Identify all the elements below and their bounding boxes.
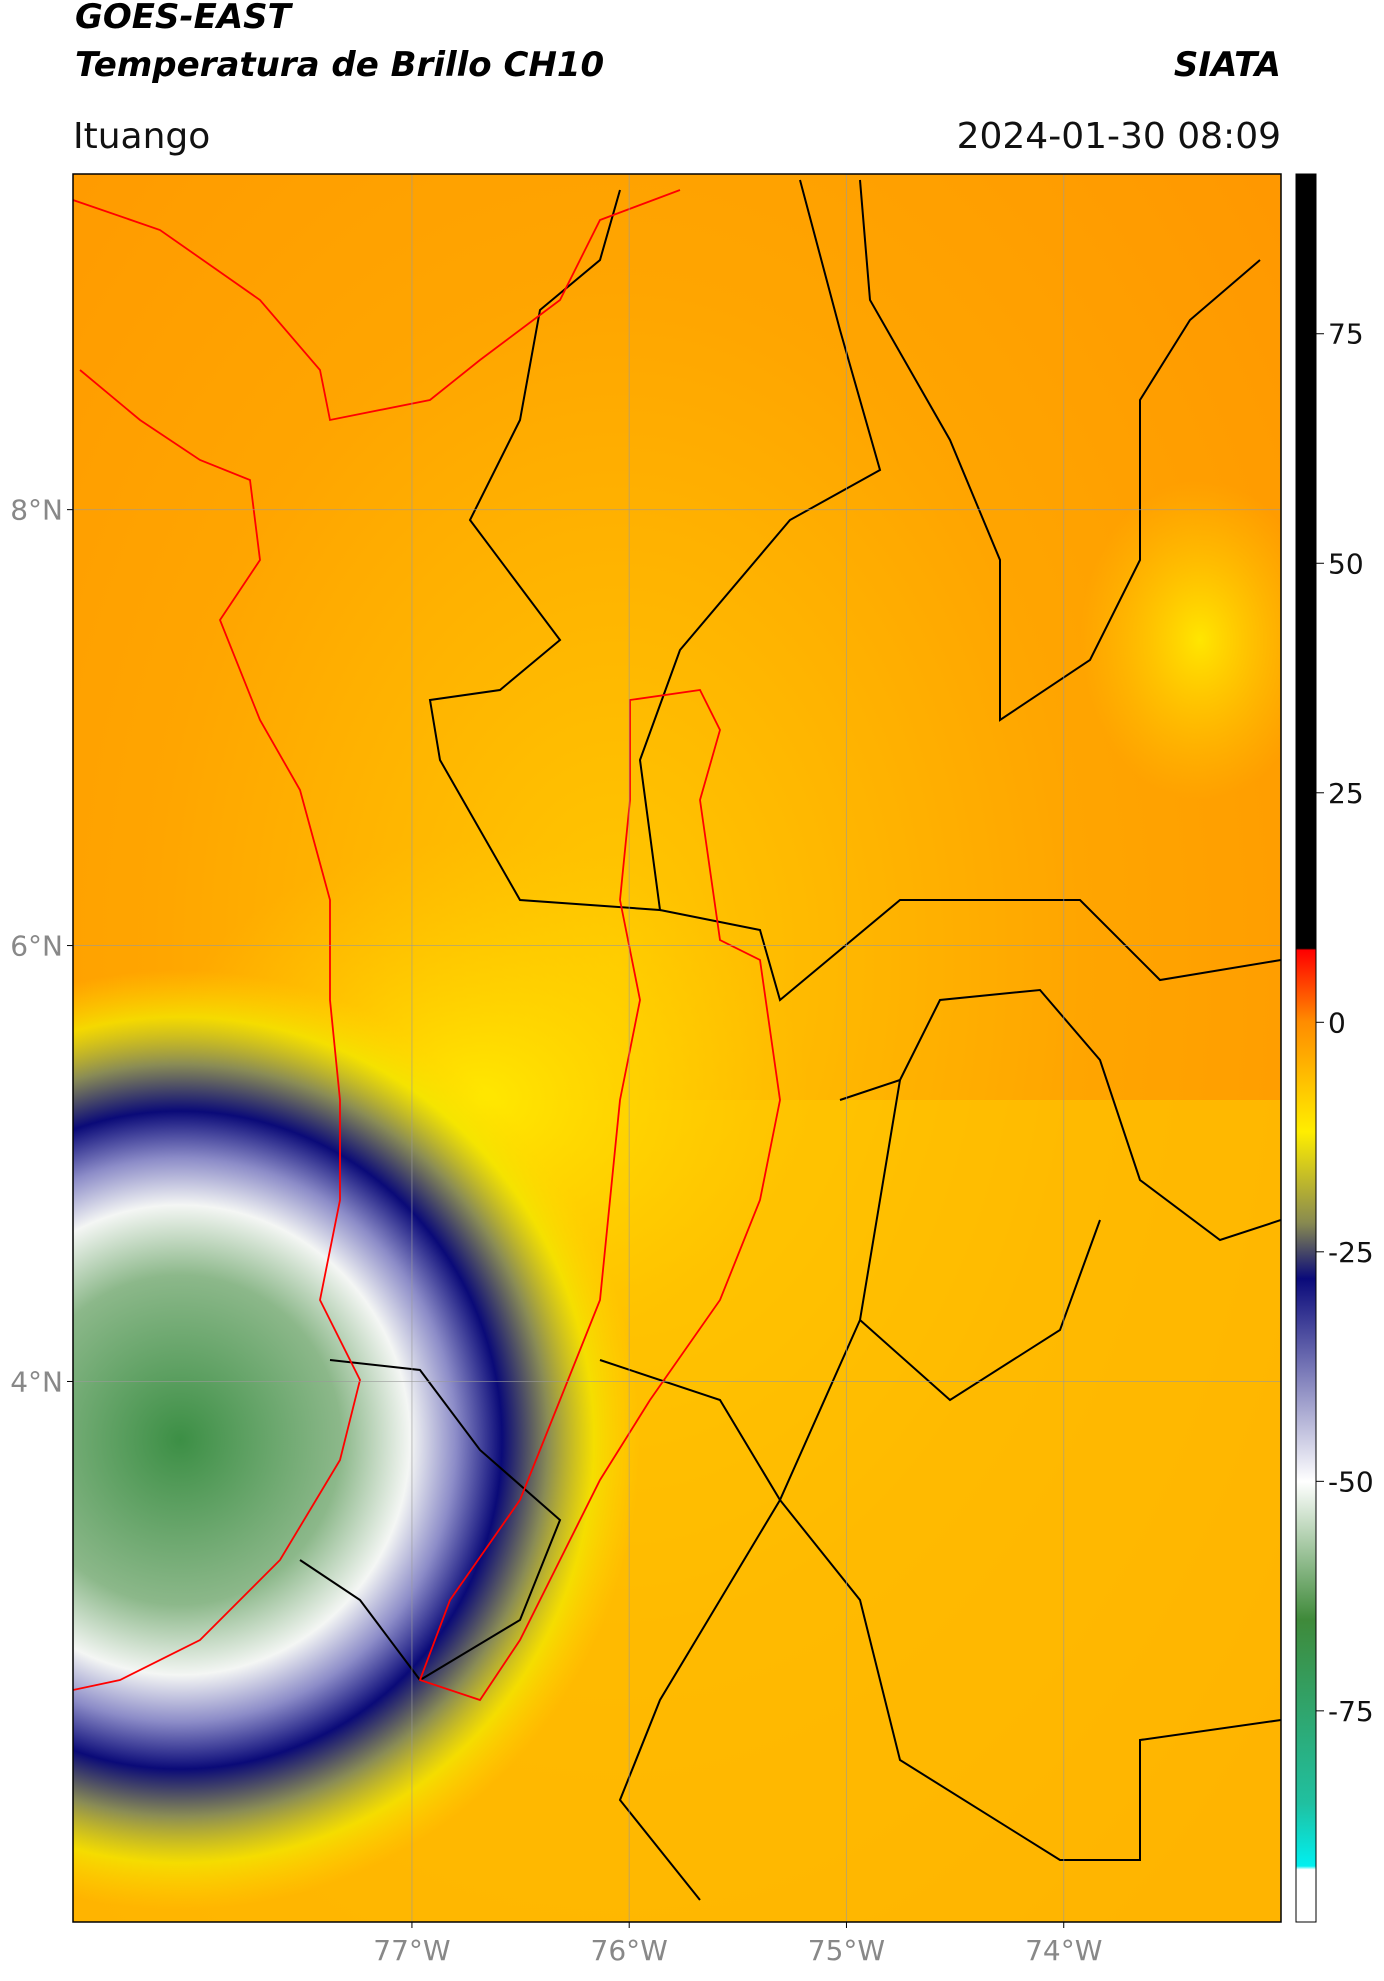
colorbar-tick-label: -75 (1328, 1695, 1374, 1728)
location: Ituango (73, 116, 210, 157)
graticule (73, 174, 1281, 1922)
lon-tick-label: 74°W (1025, 1934, 1102, 1967)
colorbar-tick-label: -50 (1328, 1465, 1374, 1498)
lat-tick-label: 4°N (10, 1365, 63, 1398)
lat-tick-label: 8°N (10, 494, 63, 527)
datetime: 2024-01-30 08:09 (957, 116, 1281, 157)
colorbar (1295, 173, 1317, 1923)
lat-tick-label: 6°N (10, 930, 63, 963)
map-frame (72, 173, 1282, 1923)
subtitle: Temperatura de Brillo CH10 (75, 45, 604, 85)
colorbar-tick-label: -25 (1328, 1236, 1374, 1269)
colorbar-tick-label: 75 (1328, 318, 1364, 351)
colorbar-tick-label: 25 (1328, 777, 1364, 810)
colorbar-tick-label: 0 (1328, 1006, 1346, 1039)
ticks: 8°N 6°N 4°N 77°W 76°W 75°W 74°W 75 50 25 0 -25 -50 -7… (10, 318, 1374, 1967)
map-image (73, 174, 1281, 1922)
lon-tick-label: 75°W (808, 1934, 885, 1967)
title: GOES-EAST (75, 0, 294, 37)
lon-tick-label: 77°W (373, 1934, 450, 1967)
colorbar-tick-label: 50 (1328, 547, 1364, 580)
source: SIATA (1174, 45, 1281, 85)
lon-tick-label: 76°W (591, 1934, 668, 1967)
